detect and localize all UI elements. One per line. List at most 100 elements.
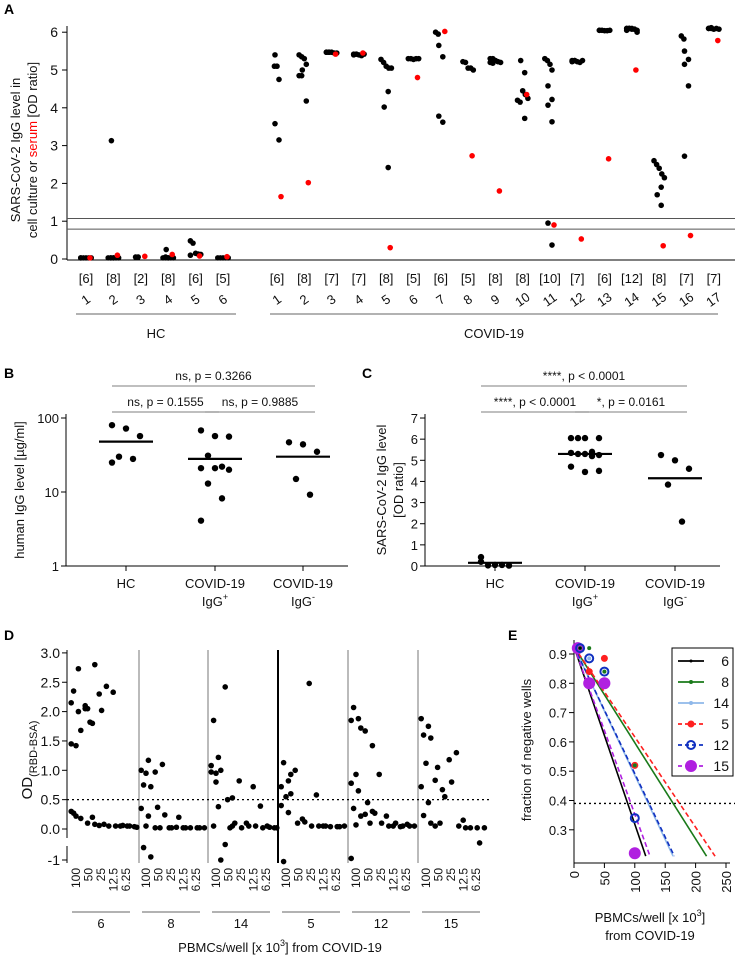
d-dilution-label: 25 xyxy=(374,868,388,882)
e-fit-line-12 xyxy=(574,646,676,857)
e-data-point-12 xyxy=(599,666,610,677)
a-culture-point xyxy=(462,59,469,66)
d-dilution-label: 6.25 xyxy=(469,868,483,892)
c-y-tick-label: 0 xyxy=(411,559,418,574)
a-serum-point xyxy=(496,188,503,194)
d-data-point xyxy=(210,823,217,829)
c-category-sup: - xyxy=(684,592,687,602)
b-data-point xyxy=(218,463,226,470)
a-serum-point xyxy=(305,179,312,186)
c-category-ig: IgG xyxy=(572,594,593,609)
d-group-label: 5 xyxy=(307,916,314,931)
d-x-label-b: ] from COVID-19 xyxy=(285,940,382,955)
d-data-point xyxy=(229,795,236,801)
a-culture-point xyxy=(656,165,662,172)
d-data-point xyxy=(196,825,203,831)
a-replicate-count: [5] xyxy=(406,271,420,286)
d-data-point xyxy=(428,735,434,741)
d-data-point xyxy=(208,769,214,775)
d-data-point xyxy=(353,822,359,828)
e-y-tick-label: 0.4 xyxy=(549,794,567,809)
d-data-point xyxy=(434,764,441,771)
d-data-point xyxy=(423,760,429,767)
d-data-point xyxy=(210,717,217,724)
d-data-point xyxy=(313,792,320,798)
c-data-point xyxy=(595,434,603,442)
d-data-point xyxy=(358,725,364,731)
c-y-tick-label: 2 xyxy=(411,517,418,532)
panel-label: E xyxy=(508,627,517,643)
e-x-label-b: ] xyxy=(702,910,706,925)
a-serum-point xyxy=(633,67,639,73)
d-y-tick-label: -1 xyxy=(48,852,61,868)
d-data-point xyxy=(92,821,98,828)
d-data-point xyxy=(283,793,289,800)
c-y-tick-label: 3 xyxy=(411,496,418,511)
d-data-point xyxy=(392,820,399,826)
d-data-point xyxy=(348,780,355,787)
b-data-point xyxy=(211,432,219,440)
d-data-point xyxy=(432,777,439,784)
a-group-label: COVID-19 xyxy=(464,326,524,341)
a-patient-id: 2 xyxy=(106,291,121,307)
b-data-point xyxy=(204,452,212,459)
d-data-point xyxy=(73,742,79,749)
d-data-point xyxy=(218,767,224,774)
a-patient-id: 5 xyxy=(379,291,394,307)
d-data-point xyxy=(126,823,133,829)
b-category-label: COVID-19 xyxy=(185,576,245,591)
a-replicate-count: [8] xyxy=(297,271,311,286)
d-dilution-label: 6.25 xyxy=(399,868,413,892)
a-culture-point xyxy=(521,115,528,122)
d-data-point xyxy=(420,812,427,819)
d-data-point xyxy=(103,683,110,690)
a-culture-point xyxy=(303,61,310,68)
d-dilution-label: 6.25 xyxy=(119,868,133,892)
d-data-point xyxy=(143,770,149,777)
d-y-tick-label: 0.0 xyxy=(41,821,61,837)
e-y-tick-label: 0.5 xyxy=(549,764,567,779)
a-culture-point xyxy=(596,27,603,34)
d-data-point xyxy=(89,814,96,821)
d-data-point xyxy=(96,822,102,829)
d-dilution-label: 100 xyxy=(349,868,363,888)
d-data-point xyxy=(87,719,93,725)
d-dilution-label: 12.5 xyxy=(317,868,331,892)
e-legend-marker xyxy=(686,740,696,750)
a-culture-point xyxy=(165,255,171,261)
d-data-point xyxy=(252,823,259,829)
c-data-point xyxy=(671,457,679,464)
d-data-point xyxy=(154,804,161,811)
d-data-point xyxy=(316,823,322,829)
d-data-point xyxy=(280,759,287,766)
d-data-point xyxy=(168,825,175,831)
d-data-point xyxy=(308,823,315,829)
a-patient-id: 5 xyxy=(188,291,203,307)
d-group-label: 15 xyxy=(444,916,458,931)
d-dilution-label: 25 xyxy=(444,868,458,882)
a-culture-point xyxy=(681,61,688,68)
e-y-tick-label: 0.3 xyxy=(549,823,567,838)
e-legend-label: 15 xyxy=(713,758,729,774)
a-serum-point xyxy=(224,253,230,260)
c-data-point xyxy=(664,481,672,488)
a-patient-id: 1 xyxy=(78,291,93,307)
a-culture-point xyxy=(545,83,551,89)
a-culture-point xyxy=(381,104,388,110)
a-patient-id: 8 xyxy=(461,291,476,307)
d-y-tick-label: 2.5 xyxy=(41,674,61,690)
d-dilution-label: 25 xyxy=(304,868,318,882)
d-data-point xyxy=(406,823,413,829)
a-serum-point xyxy=(523,91,530,98)
d-dilution-label: 100 xyxy=(69,868,83,888)
d-data-point xyxy=(348,717,355,724)
e-legend-label: 5 xyxy=(721,716,729,732)
a-serum-point xyxy=(278,193,284,200)
d-y-tick-label: 1.0 xyxy=(41,762,61,778)
d-data-point xyxy=(213,770,219,777)
a-culture-point xyxy=(685,56,692,63)
d-data-point xyxy=(143,823,149,829)
d-dilution-label: 12.5 xyxy=(247,868,261,892)
d-data-point xyxy=(215,754,222,761)
b-data-point xyxy=(218,495,226,502)
